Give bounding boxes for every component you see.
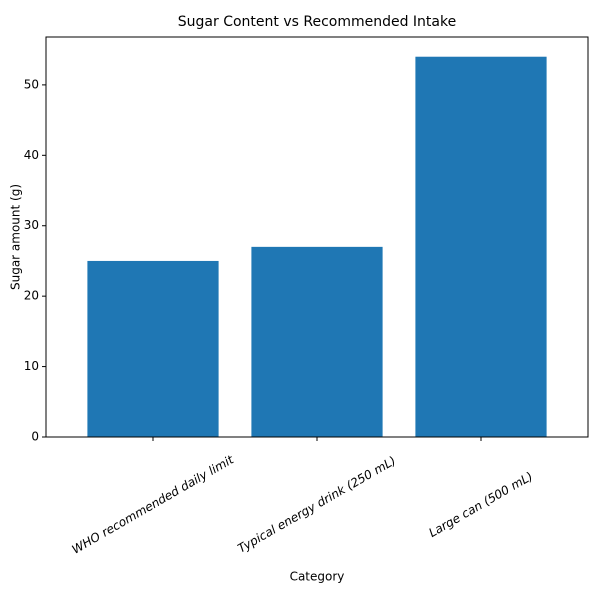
y-tick-label: 40 [24, 148, 39, 162]
chart-title: Sugar Content vs Recommended Intake [178, 14, 456, 30]
y-tick-label: 0 [31, 430, 39, 444]
bar [251, 246, 383, 437]
y-axis-label: Sugar amount (g) [9, 184, 23, 290]
y-tick-label: 30 [24, 218, 39, 232]
x-axis-label: Category [290, 570, 345, 584]
bar [415, 56, 547, 437]
y-tick-label: 20 [24, 289, 39, 303]
y-tick-label: 50 [24, 77, 39, 91]
plot-frame [45, 36, 589, 438]
bar [87, 260, 219, 437]
y-tick-label: 10 [24, 359, 39, 373]
